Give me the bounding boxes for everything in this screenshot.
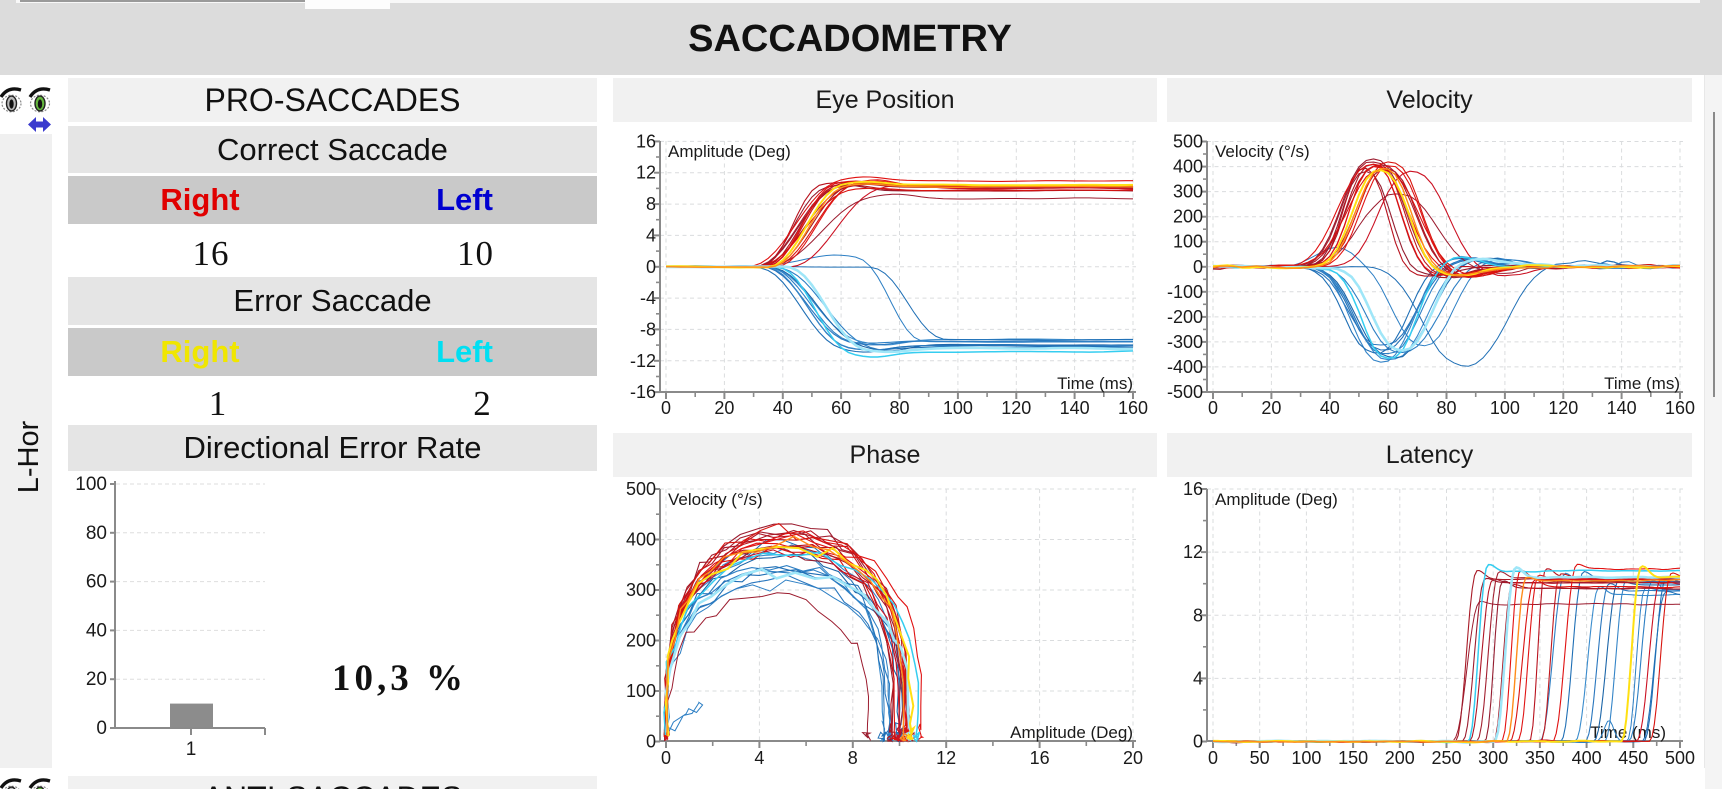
svg-text:450: 450 [1618, 748, 1648, 768]
svg-text:16: 16 [636, 131, 656, 151]
svg-text:140: 140 [1060, 398, 1090, 418]
svg-text:Time (ms): Time (ms) [1057, 374, 1133, 393]
svg-text:-8: -8 [640, 319, 656, 339]
svg-text:200: 200 [1173, 207, 1203, 227]
svg-text:0: 0 [1193, 257, 1203, 277]
svg-text:0: 0 [1208, 398, 1218, 418]
svg-text:12: 12 [936, 748, 956, 768]
svg-text:100: 100 [626, 681, 656, 701]
svg-text:16: 16 [1030, 748, 1050, 768]
svg-text:350: 350 [1525, 748, 1555, 768]
svg-text:300: 300 [626, 580, 656, 600]
svg-text:140: 140 [1607, 398, 1637, 418]
svg-text:400: 400 [1572, 748, 1602, 768]
svg-text:400: 400 [626, 530, 656, 550]
svg-text:120: 120 [1001, 398, 1031, 418]
svg-text:300: 300 [1173, 182, 1203, 202]
svg-text:0: 0 [646, 732, 656, 752]
svg-text:400: 400 [1173, 157, 1203, 177]
svg-text:40: 40 [1320, 398, 1340, 418]
svg-text:Velocity (°/s): Velocity (°/s) [668, 490, 763, 509]
svg-text:250: 250 [1431, 748, 1461, 768]
svg-text:200: 200 [1385, 748, 1415, 768]
svg-text:0: 0 [1208, 748, 1218, 768]
svg-text:-400: -400 [1167, 357, 1203, 377]
svg-text:100: 100 [943, 398, 973, 418]
svg-text:0: 0 [646, 257, 656, 277]
svg-text:60: 60 [831, 398, 851, 418]
svg-text:150: 150 [1338, 748, 1368, 768]
svg-text:80: 80 [1436, 398, 1456, 418]
svg-text:0: 0 [96, 718, 107, 739]
svg-text:-4: -4 [640, 288, 656, 308]
svg-text:12: 12 [636, 163, 656, 183]
svg-text:80: 80 [86, 523, 107, 544]
svg-text:100: 100 [75, 474, 107, 495]
svg-text:-500: -500 [1167, 382, 1203, 402]
svg-text:20: 20 [1123, 748, 1143, 768]
svg-text:40: 40 [773, 398, 793, 418]
svg-text:100: 100 [1291, 748, 1321, 768]
svg-text:20: 20 [86, 669, 107, 690]
svg-text:16: 16 [1183, 479, 1203, 499]
svg-text:4: 4 [646, 225, 656, 245]
svg-text:-12: -12 [630, 351, 656, 371]
svg-text:60: 60 [1378, 398, 1398, 418]
svg-text:60: 60 [86, 572, 107, 593]
svg-text:500: 500 [1173, 132, 1203, 152]
svg-text:Time (ms): Time (ms) [1604, 374, 1680, 393]
svg-text:0: 0 [1193, 732, 1203, 752]
svg-text:-200: -200 [1167, 307, 1203, 327]
svg-text:160: 160 [1665, 398, 1695, 418]
svg-text:8: 8 [848, 748, 858, 768]
svg-text:20: 20 [1261, 398, 1281, 418]
svg-text:1: 1 [186, 739, 197, 760]
svg-text:Amplitude (Deg): Amplitude (Deg) [1010, 723, 1133, 742]
svg-text:20: 20 [714, 398, 734, 418]
svg-text:Amplitude (Deg): Amplitude (Deg) [668, 142, 791, 161]
svg-text:0: 0 [661, 398, 671, 418]
svg-text:-300: -300 [1167, 332, 1203, 352]
svg-text:80: 80 [889, 398, 909, 418]
svg-text:40: 40 [86, 620, 107, 641]
svg-text:4: 4 [1193, 668, 1203, 688]
svg-text:0: 0 [661, 748, 671, 768]
svg-text:-100: -100 [1167, 282, 1203, 302]
svg-text:100: 100 [1490, 398, 1520, 418]
svg-text:12: 12 [1183, 542, 1203, 562]
svg-text:Velocity (°/s): Velocity (°/s) [1215, 142, 1310, 161]
svg-text:500: 500 [1665, 748, 1695, 768]
svg-text:8: 8 [1193, 605, 1203, 625]
svg-text:-16: -16 [630, 382, 656, 402]
svg-text:50: 50 [1250, 748, 1270, 768]
svg-text:8: 8 [646, 194, 656, 214]
svg-text:4: 4 [754, 748, 764, 768]
svg-text:500: 500 [626, 479, 656, 499]
svg-text:Amplitude (Deg): Amplitude (Deg) [1215, 490, 1338, 509]
svg-text:300: 300 [1478, 748, 1508, 768]
svg-text:200: 200 [626, 631, 656, 651]
svg-text:160: 160 [1118, 398, 1148, 418]
svg-text:100: 100 [1173, 232, 1203, 252]
svg-text:120: 120 [1548, 398, 1578, 418]
